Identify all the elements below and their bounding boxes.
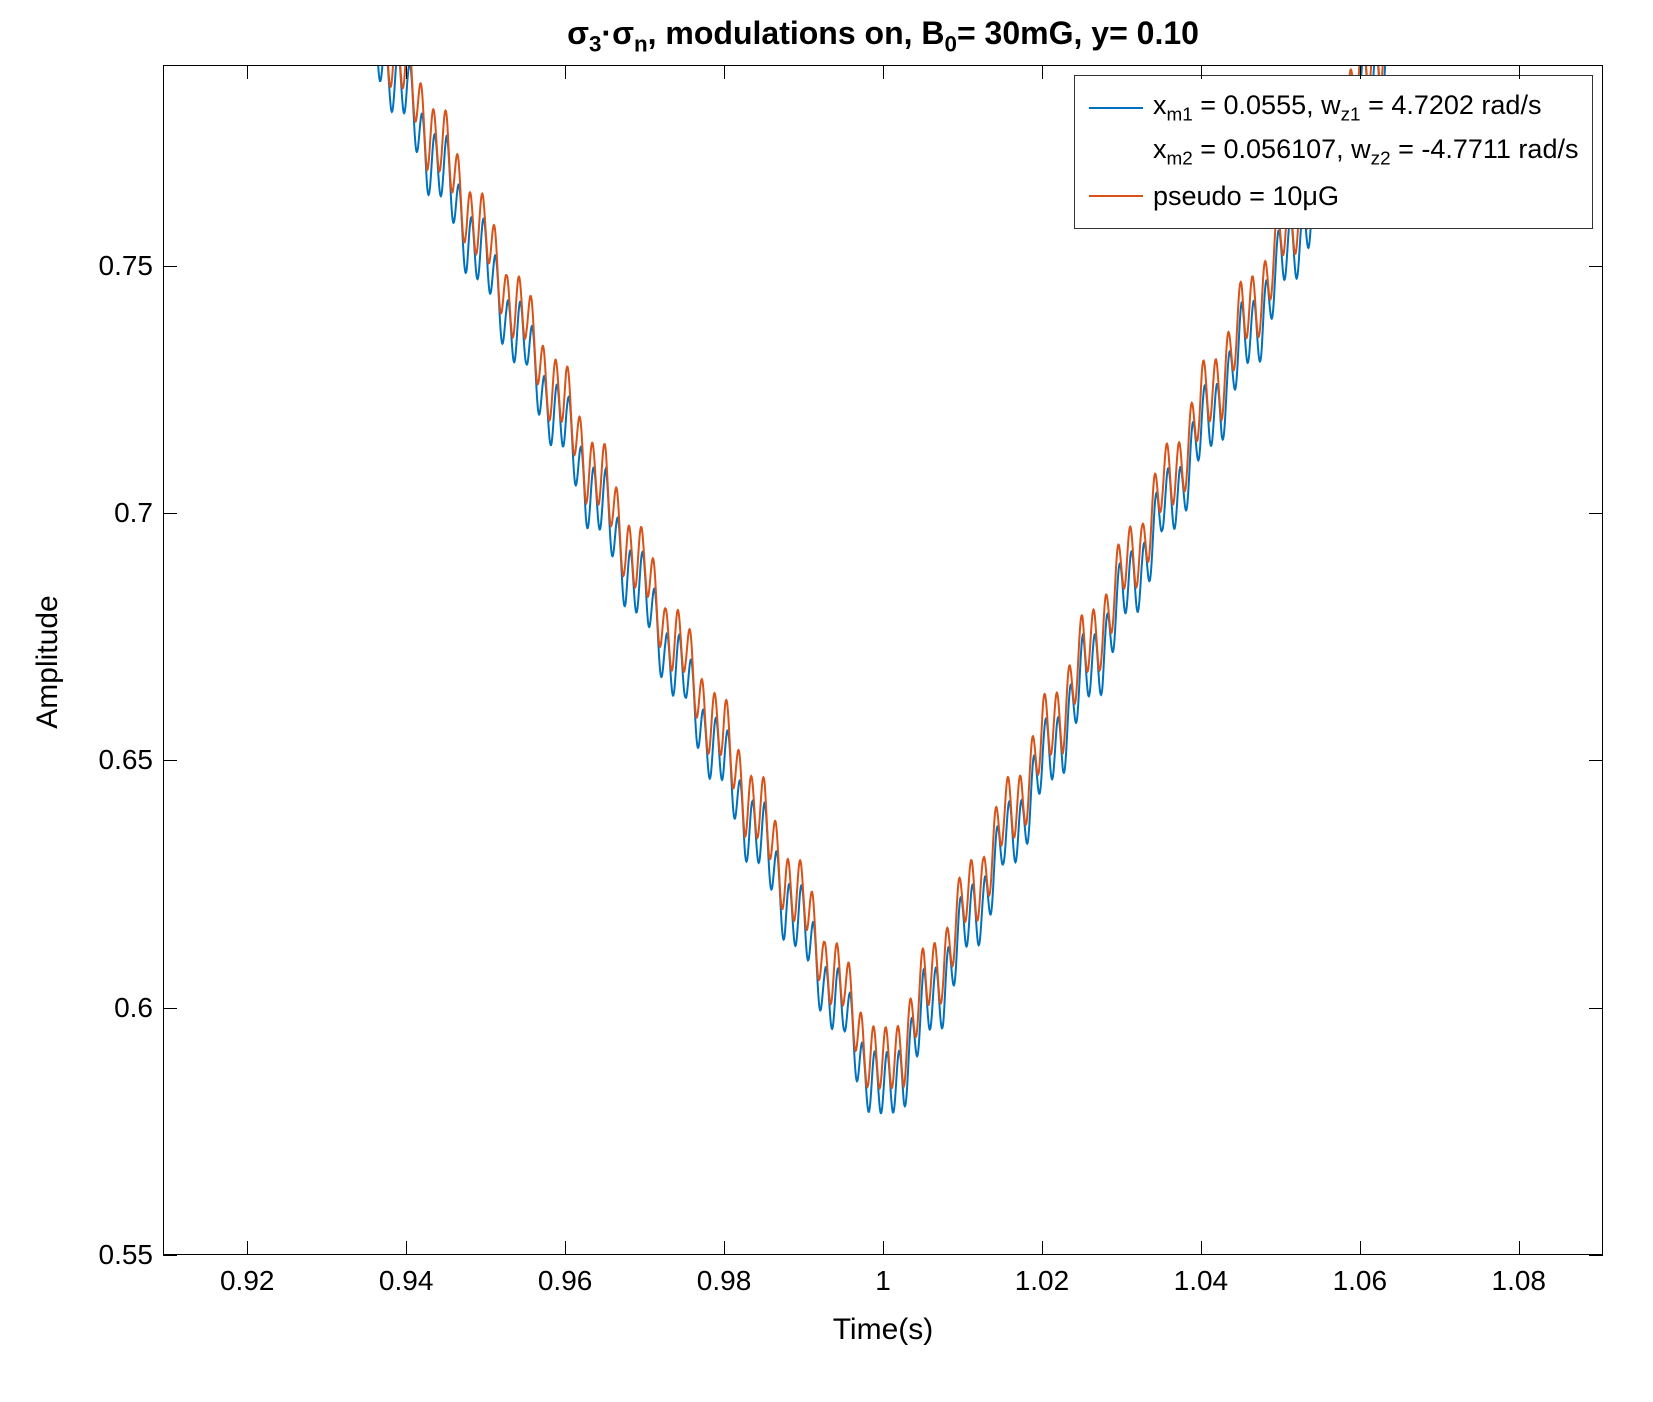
legend: xm1 = 0.0555, wz1 = 4.7202 rad/s xm2 = 0.… (1074, 75, 1593, 229)
y-tick-label: 0.55 (99, 1239, 154, 1271)
x-tick (247, 65, 248, 79)
legend-swatch (1089, 195, 1143, 197)
x-tick-label: 0.94 (366, 1265, 446, 1297)
y-tick (163, 266, 177, 267)
y-tick (163, 760, 177, 761)
x-tick (724, 65, 725, 79)
x-tick (1519, 65, 1520, 79)
y-tick-label: 0.65 (99, 744, 154, 776)
chart-lines-svg (164, 66, 1604, 1256)
x-tick-label: 0.98 (684, 1265, 764, 1297)
x-tick (883, 65, 884, 79)
y-tick (1589, 513, 1603, 514)
x-tick (247, 1241, 248, 1255)
x-tick (1201, 1241, 1202, 1255)
legend-entry: pseudo = 10μG (1089, 174, 1578, 218)
x-tick (565, 1241, 566, 1255)
x-tick (1042, 1241, 1043, 1255)
legend-swatch (1089, 151, 1143, 153)
legend-text: xm2 = 0.056107, wz2 = -4.7711 rad/s (1153, 134, 1578, 170)
x-tick (406, 65, 407, 79)
legend-text: pseudo = 10μG (1153, 181, 1339, 212)
x-tick (1201, 65, 1202, 79)
x-tick-label: 1.04 (1161, 1265, 1241, 1297)
chart-title: σ3·σn, modulations on, B0= 30mG, y= 0.10 (163, 15, 1603, 57)
y-tick (1589, 266, 1603, 267)
y-tick (1589, 760, 1603, 761)
figure: σ3·σn, modulations on, B0= 30mG, y= 0.10… (0, 0, 1653, 1402)
plot-area (163, 65, 1603, 1255)
x-tick (565, 65, 566, 79)
legend-swatch (1089, 107, 1143, 109)
x-tick (1042, 65, 1043, 79)
x-tick (406, 1241, 407, 1255)
x-tick (1360, 65, 1361, 79)
x-tick-label: 0.96 (525, 1265, 605, 1297)
x-tick-label: 0.92 (207, 1265, 287, 1297)
x-tick (883, 1241, 884, 1255)
x-tick-label: 1.06 (1320, 1265, 1400, 1297)
y-tick (1589, 1008, 1603, 1009)
y-tick (163, 1255, 177, 1256)
y-tick (1589, 1255, 1603, 1256)
x-tick (724, 1241, 725, 1255)
x-axis-label: Time(s) (163, 1313, 1603, 1347)
y-axis-label: Amplitude (31, 462, 65, 862)
y-tick-label: 0.6 (114, 992, 153, 1024)
x-tick-label: 1.08 (1479, 1265, 1559, 1297)
y-tick-label: 0.75 (99, 250, 154, 282)
y-tick-label: 0.7 (114, 497, 153, 529)
legend-text: xm1 = 0.0555, wz1 = 4.7202 rad/s (1153, 90, 1541, 126)
legend-entry: xm2 = 0.056107, wz2 = -4.7711 rad/s (1089, 130, 1578, 174)
y-tick (163, 513, 177, 514)
legend-entry: xm1 = 0.0555, wz1 = 4.7202 rad/s (1089, 86, 1578, 130)
y-tick (163, 1008, 177, 1009)
x-tick-label: 1 (843, 1265, 923, 1297)
x-tick (1360, 1241, 1361, 1255)
x-tick-label: 1.02 (1002, 1265, 1082, 1297)
x-tick (1519, 1241, 1520, 1255)
